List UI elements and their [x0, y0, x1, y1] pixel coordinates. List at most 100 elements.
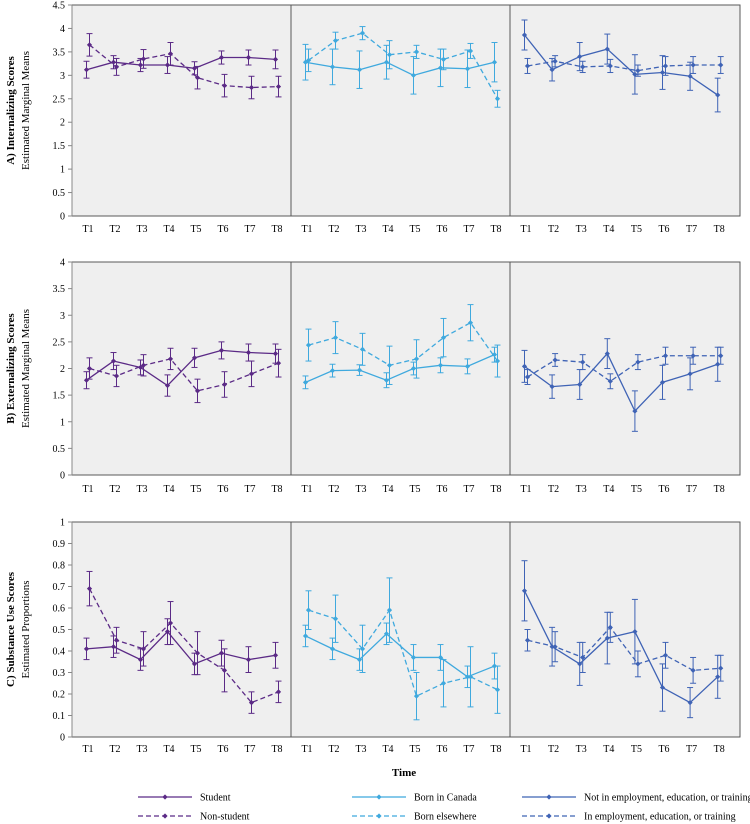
data-point	[577, 381, 583, 388]
y-tick-label: 4	[60, 24, 65, 35]
data-point	[491, 59, 498, 65]
series-dashed	[86, 33, 282, 100]
x-tick-label: T3	[355, 484, 366, 495]
data-point	[718, 353, 724, 359]
data-point	[440, 335, 447, 341]
x-tick-label: T6	[436, 224, 447, 235]
data-point	[690, 353, 696, 359]
panel-background	[290, 4, 511, 217]
x-tick-label: T8	[714, 224, 725, 235]
y-tick-label: 3.5	[53, 284, 66, 295]
data-point	[687, 371, 693, 377]
series-dashed	[86, 570, 282, 714]
y-tick-label: 2	[60, 118, 65, 129]
data-point	[494, 687, 501, 693]
data-point	[140, 362, 147, 368]
data-point	[275, 360, 282, 366]
data-point	[272, 350, 279, 357]
legend-marker	[546, 794, 552, 800]
data-point	[580, 64, 586, 70]
y-tick-label: 2.5	[53, 337, 66, 348]
data-point	[687, 700, 693, 706]
y-tick-label: 0.3	[53, 668, 66, 679]
y-tick-label: 0	[60, 733, 65, 744]
data-point	[113, 637, 120, 643]
series-line	[305, 354, 495, 383]
x-tick-label: T8	[490, 224, 501, 235]
x-tick-label: T4	[382, 744, 393, 755]
series-dashed	[524, 346, 724, 390]
data-point	[662, 63, 669, 69]
x-tick-label: T7	[463, 224, 474, 235]
data-point	[690, 62, 696, 68]
data-point	[437, 362, 444, 368]
row-label: C) Substance Use Scores	[5, 571, 17, 687]
x-tick-label: T8	[271, 484, 282, 495]
series-dashed	[305, 304, 501, 385]
x-tick-label: T1	[520, 484, 531, 495]
series-line	[89, 44, 279, 89]
x-tick-label: T4	[163, 484, 174, 495]
data-point	[437, 65, 444, 71]
x-tick-label: T6	[436, 484, 447, 495]
x-tick-label: T5	[409, 224, 420, 235]
y-tick-label: 2	[60, 364, 65, 375]
series-line	[89, 358, 279, 392]
data-point	[218, 650, 225, 656]
x-tick-label: T7	[686, 484, 697, 495]
series-dashed	[86, 347, 282, 404]
legend-label: Born in Canada	[414, 793, 477, 804]
series-line	[527, 355, 721, 383]
series-dashed	[305, 26, 501, 108]
data-point	[356, 367, 363, 373]
legend-item: Born in Canada	[352, 793, 477, 804]
data-point	[191, 661, 198, 667]
x-tick-label: T2	[548, 744, 559, 755]
data-point	[552, 58, 558, 64]
x-tick-label: T1	[520, 744, 531, 755]
legend-marker	[376, 813, 382, 819]
x-tick-label: T1	[301, 484, 312, 495]
x-tick-label: T8	[490, 484, 501, 495]
data-point	[164, 382, 171, 389]
y-tick-label: 2.5	[53, 94, 66, 105]
panel-background	[290, 521, 511, 738]
y-tick-label: 0.8	[53, 561, 66, 572]
data-point	[140, 56, 147, 62]
y-tick-label: 0.5	[53, 625, 66, 636]
data-point	[218, 347, 225, 353]
data-point	[464, 363, 471, 369]
y-tick-label: 4	[60, 258, 65, 269]
data-point	[191, 65, 198, 71]
data-point	[332, 616, 339, 622]
series-line	[305, 61, 495, 77]
legend-item: In employment, education, or training	[522, 812, 736, 823]
x-tick-label: T6	[658, 484, 669, 495]
data-point	[690, 667, 696, 673]
x-tick-label: T1	[82, 224, 93, 235]
x-tick-label: T2	[109, 224, 120, 235]
legend-item: Not in employment, education, or trainin…	[522, 793, 750, 804]
x-tick-label: T5	[190, 224, 201, 235]
data-point	[524, 63, 531, 69]
data-point	[467, 48, 474, 54]
data-point	[715, 674, 721, 680]
data-point	[332, 335, 339, 341]
data-point	[659, 379, 666, 385]
panel-background	[71, 4, 292, 217]
panel-background	[290, 261, 511, 476]
x-tick-label: T7	[244, 224, 255, 235]
y-tick-label: 0.1	[53, 711, 66, 722]
data-point	[577, 53, 583, 60]
data-point	[302, 379, 309, 385]
series-solid	[521, 560, 721, 719]
y-tick-label: 0	[60, 471, 65, 482]
data-point	[467, 320, 474, 326]
data-point	[607, 378, 613, 384]
x-tick-label: T5	[631, 744, 642, 755]
y-tick-label: 0.2	[53, 690, 66, 701]
y-tick-label: 0	[60, 212, 65, 223]
data-point	[167, 356, 174, 362]
data-point	[329, 368, 336, 374]
